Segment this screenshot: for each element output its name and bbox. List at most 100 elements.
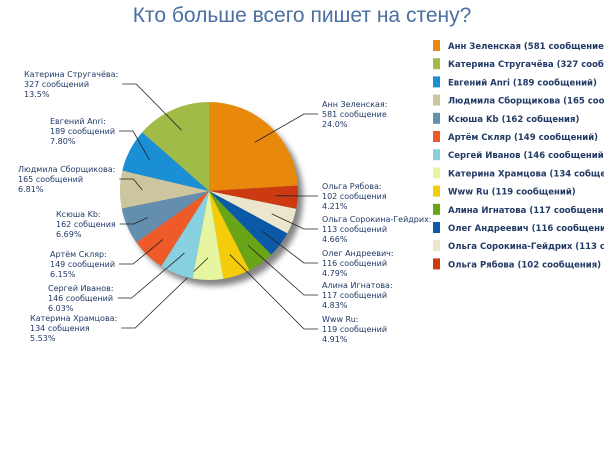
data-label-text: 189 сообщений	[50, 127, 115, 136]
legend-swatch	[433, 76, 440, 88]
data-label-text: 6.81%	[18, 185, 44, 194]
legend-swatch	[433, 167, 440, 179]
data-label: Ольга Сорокина-Гейдрих:113 сообщений4.66…	[322, 215, 432, 244]
data-label-text: 4.66%	[322, 235, 348, 244]
data-label-text: 7.80%	[50, 137, 76, 146]
data-label-text: Олег Андреевич:	[322, 249, 394, 258]
leader-line	[229, 254, 318, 330]
data-label-text: 4.83%	[322, 301, 348, 310]
data-label-text: 4.21%	[322, 202, 348, 211]
data-label-text: 119 сообщений	[322, 325, 387, 334]
data-label-text: Ольга Сорокина-Гейдрих:	[322, 215, 432, 224]
legend-entry[interactable]: Катерина Стругачёва (327 сообщений	[448, 59, 604, 70]
data-label-text: 6.15%	[50, 270, 76, 279]
data-label-text: Анн Зеленская:	[322, 100, 387, 109]
legend-swatch	[433, 112, 440, 124]
legend-entry[interactable]: Ксюша Kb (162 собщения)	[448, 114, 579, 125]
pie-slice[interactable]	[122, 132, 209, 191]
chart-title: Кто больше всего пишет на стену?	[132, 4, 472, 27]
legend-entry[interactable]: Анн Зеленская (581 сообщение)	[448, 41, 604, 52]
legend-entry[interactable]: Алина Игнатова (117 сообщений)	[448, 205, 604, 216]
data-label-text: 6.03%	[48, 304, 74, 313]
data-label-text: 165 сообщений	[18, 175, 83, 184]
pie-slice[interactable]	[136, 191, 209, 267]
data-label-text: Алина Игнатова:	[322, 281, 393, 290]
data-label-text: 162 собщения	[56, 220, 116, 229]
leader-line	[262, 230, 318, 264]
leader-line	[119, 178, 143, 191]
data-label-text: Людмила Сборщикова:	[18, 165, 115, 174]
data-label-text: Сергей Иванов:	[48, 284, 114, 293]
data-label-text: Ольга Рябова:	[322, 182, 382, 191]
data-label-text: 116 сообщений	[322, 259, 387, 268]
data-label-text: Ксюша Kb:	[56, 210, 101, 219]
legend-entry[interactable]: Www Ru (119 сообщений)	[448, 187, 576, 198]
leader-line	[254, 113, 318, 143]
data-label-text: 134 собщения	[30, 324, 90, 333]
data-label-text: 113 сообщений	[322, 225, 387, 234]
leader-line	[247, 244, 318, 296]
data-label-text: 327 сообщений	[24, 80, 89, 89]
data-label-text: 6.69%	[56, 230, 82, 239]
pie-slice[interactable]	[209, 191, 288, 255]
pie-slice[interactable]	[209, 191, 297, 234]
pie-slice[interactable]	[161, 191, 209, 279]
pie-slice[interactable]	[121, 191, 209, 243]
leader-line	[119, 217, 148, 225]
legend-entry[interactable]: Олег Андреевич (116 сообщений)	[448, 223, 604, 234]
data-label-text: 117 сообщений	[322, 291, 387, 300]
legend-swatch	[433, 131, 440, 142]
pie-slice[interactable]	[120, 170, 209, 209]
legend-swatch	[433, 58, 440, 70]
pie-slice[interactable]	[209, 191, 250, 279]
data-label-text: 146 сообщений	[48, 294, 113, 303]
legend-swatch	[433, 258, 440, 270]
pie-slice[interactable]	[192, 191, 224, 280]
leader-line	[122, 83, 182, 131]
legend-swatch	[433, 240, 440, 252]
data-label-text: 24.0%	[322, 120, 348, 129]
leader-line	[121, 257, 209, 329]
data-label-text: 102 сообщения	[322, 192, 387, 201]
data-label-text: 5.53%	[30, 334, 56, 343]
data-label-text: 13.5%	[24, 90, 50, 99]
pie-slice[interactable]	[209, 185, 299, 209]
legend-swatch	[433, 149, 440, 161]
data-label-text: Артём Скляр:	[50, 250, 107, 259]
legend-entry[interactable]: Ольга Рябова (102 сообщения)	[448, 259, 601, 270]
pie-slice[interactable]	[209, 102, 298, 191]
data-label-text: 4.91%	[322, 335, 348, 344]
leader-line	[117, 252, 185, 299]
legend-swatch	[433, 94, 440, 106]
data-label-text: Катерина Храмцова:	[30, 314, 117, 323]
leader-line	[119, 239, 164, 265]
legend-entry[interactable]: Катерина Храмцова (134 собщения)	[448, 168, 604, 179]
legend-swatch	[433, 222, 440, 233]
pie-slice[interactable]	[142, 102, 209, 191]
legend-entry[interactable]: Ольга Сорокина-Гейдрих (113 сообщ	[448, 241, 604, 252]
legend-entry[interactable]: Евгений Anri (189 сообщений)	[448, 77, 597, 88]
data-label-text: 149 сообщений	[50, 260, 115, 269]
data-label-text: 4.79%	[322, 269, 348, 278]
pie-slice[interactable]	[209, 191, 272, 271]
data-label-text: Катерина Стругачёва:	[24, 70, 118, 79]
legend-entry[interactable]: Людмила Сборщикова (165 сообщен	[448, 96, 604, 107]
legend-swatch	[433, 203, 440, 215]
legend-swatch	[433, 40, 440, 51]
data-label-text: 581 сообщение	[322, 110, 387, 119]
legend-entry[interactable]: Артём Скляр (149 сообщений)	[448, 132, 598, 143]
legend-entry[interactable]: Сергей Иванов (146 сообщений)	[448, 150, 604, 161]
